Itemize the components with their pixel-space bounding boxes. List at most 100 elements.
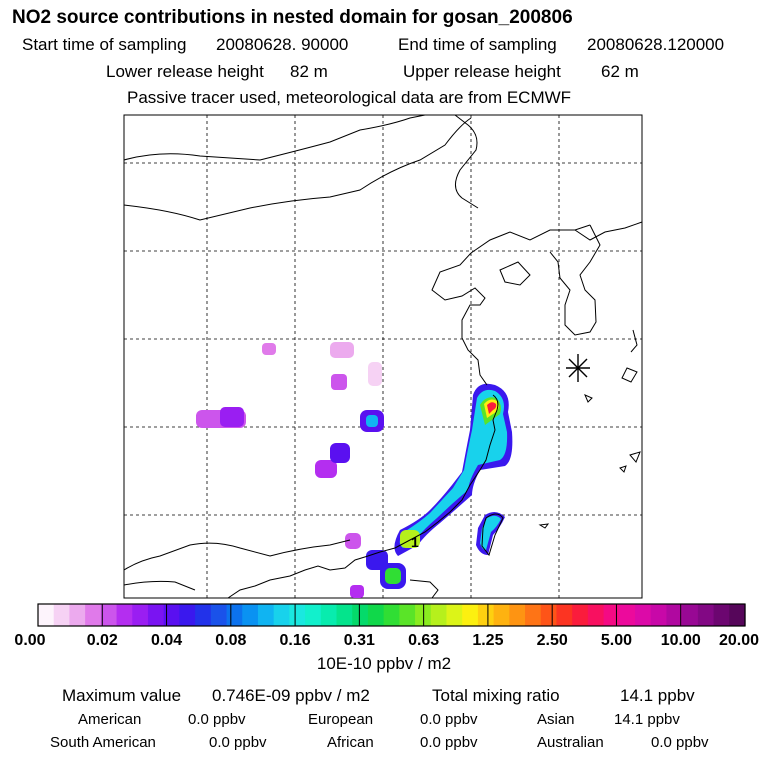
island bbox=[538, 523, 550, 529]
colorbar-swatch bbox=[383, 604, 400, 626]
coastlines bbox=[123, 114, 643, 599]
region-label: European bbox=[308, 711, 374, 728]
colorbar-swatch bbox=[38, 604, 55, 626]
colorbar-tick-label: 0.63 bbox=[408, 632, 439, 649]
colorbar-tick-label: 10.00 bbox=[661, 632, 701, 649]
coastline-china bbox=[431, 252, 488, 386]
colorbar-swatch bbox=[603, 604, 620, 626]
max-value: 0.746E-09 ppbv / m2 bbox=[212, 686, 370, 705]
colorbar-swatch bbox=[195, 604, 212, 626]
colorbar-swatch bbox=[53, 604, 71, 626]
colorbar-tick-label: 1.25 bbox=[472, 632, 503, 649]
plume-patch bbox=[331, 374, 347, 390]
upper-height-label: Upper release height bbox=[403, 62, 561, 81]
concentration-field bbox=[196, 342, 513, 598]
chart-title: NO2 source contributions in nested domai… bbox=[12, 7, 573, 28]
coastline-japan bbox=[621, 367, 638, 383]
region-value: 0.0 ppbv bbox=[420, 734, 478, 751]
receptor-marker: 1 bbox=[411, 534, 419, 550]
total-ratio-label: Total mixing ratio bbox=[432, 686, 560, 705]
colorbar-swatch bbox=[572, 604, 589, 626]
island bbox=[584, 394, 593, 403]
region-value: 0.0 ppbv bbox=[651, 734, 709, 751]
region-value: 0.0 ppbv bbox=[188, 711, 246, 728]
colorbar-swatch bbox=[163, 604, 180, 626]
border-line bbox=[123, 539, 351, 571]
plume-core bbox=[487, 402, 497, 414]
colorbar-swatch bbox=[132, 604, 149, 626]
end-time-label: End time of sampling bbox=[398, 35, 557, 54]
coastline-south-china bbox=[227, 555, 369, 599]
plume-patch bbox=[366, 415, 378, 427]
coastline-taiwan bbox=[481, 513, 504, 557]
colorbar-swatch bbox=[100, 604, 118, 626]
colorbar-swatch bbox=[430, 604, 448, 626]
colorbar-swatch bbox=[289, 604, 306, 626]
colorbar-tick-label: 0.08 bbox=[215, 632, 246, 649]
colorbar-swatch bbox=[650, 604, 668, 626]
coastline-bohai bbox=[499, 261, 531, 286]
colorbar-swatch bbox=[587, 604, 605, 626]
colorbar-swatch bbox=[556, 604, 573, 626]
colorbar-swatch bbox=[446, 604, 463, 626]
colorbar-unit: 10E-10 ppbv / m2 bbox=[316, 654, 452, 673]
colorbar-tick-label: 2.50 bbox=[537, 632, 568, 649]
colorbar-tick-label: 0.31 bbox=[344, 632, 375, 649]
plume-region bbox=[480, 515, 501, 550]
colorbar-swatch bbox=[305, 604, 322, 626]
region-label: African bbox=[327, 734, 374, 751]
plume-patch bbox=[368, 362, 382, 386]
colorbar-swatch bbox=[477, 604, 495, 626]
region-label: Australian bbox=[537, 734, 604, 751]
border-line bbox=[123, 114, 426, 161]
colorbar-swatch bbox=[147, 604, 165, 626]
colorbar-swatch bbox=[682, 604, 699, 626]
colorbar-tick-label: 0.02 bbox=[87, 632, 118, 649]
region-value: 14.1 ppbv bbox=[614, 711, 680, 728]
total-ratio-value: 14.1 ppbv bbox=[620, 686, 695, 705]
colorbar-swatch bbox=[336, 604, 353, 626]
colorbar-swatch bbox=[85, 604, 102, 626]
colorbar-swatch bbox=[619, 604, 636, 626]
lower-height-label: Lower release height bbox=[106, 62, 264, 81]
colorbar-tick-label: 5.00 bbox=[601, 632, 632, 649]
start-time-value: 20080628. 90000 bbox=[216, 35, 349, 54]
colorbar-swatch bbox=[273, 604, 290, 626]
colorbar-swatch bbox=[493, 604, 510, 626]
coastline-japan bbox=[630, 329, 638, 353]
colorbar bbox=[37, 603, 746, 627]
plume-patch bbox=[315, 460, 337, 478]
colorbar-swatch bbox=[635, 604, 652, 626]
colorbar-border bbox=[37, 603, 746, 627]
colorbar-swatch bbox=[697, 604, 715, 626]
end-time-value: 20080628.120000 bbox=[587, 35, 725, 54]
colorbar-swatch bbox=[666, 604, 683, 626]
colorbar-tick-label: 0.00 bbox=[14, 632, 45, 649]
coastline-east-china bbox=[367, 394, 499, 557]
colorbar-swatch bbox=[713, 604, 730, 626]
island bbox=[629, 451, 641, 463]
colorbar-swatch bbox=[540, 604, 558, 626]
plume-patch bbox=[350, 585, 364, 598]
note-text: Passive tracer used, meteorological data… bbox=[127, 88, 572, 107]
lower-height-value: 82 m bbox=[290, 62, 328, 81]
colorbar-swatch bbox=[226, 604, 243, 626]
border-line bbox=[454, 114, 479, 209]
colorbar-swatch bbox=[399, 604, 416, 626]
region-value: 0.0 ppbv bbox=[209, 734, 267, 751]
island bbox=[619, 465, 627, 473]
colorbar-swatch bbox=[116, 604, 133, 626]
colorbar-swatch bbox=[509, 604, 526, 626]
plume-region bbox=[399, 389, 508, 548]
plume-patch bbox=[262, 343, 276, 355]
region-label: Asian bbox=[537, 711, 575, 728]
max-value-label: Maximum value bbox=[62, 686, 182, 705]
plume-patch bbox=[220, 407, 244, 427]
start-time-label: Start time of sampling bbox=[22, 35, 187, 54]
asterisk-star-icon bbox=[566, 354, 590, 382]
colorbar-labels: 0.00 0.02 0.04 0.08 0.16 0.31 0.63 1.25 2.50 5.00… bbox=[14, 632, 759, 649]
coastline-hainan bbox=[409, 579, 439, 599]
coastline-korea bbox=[549, 224, 601, 336]
